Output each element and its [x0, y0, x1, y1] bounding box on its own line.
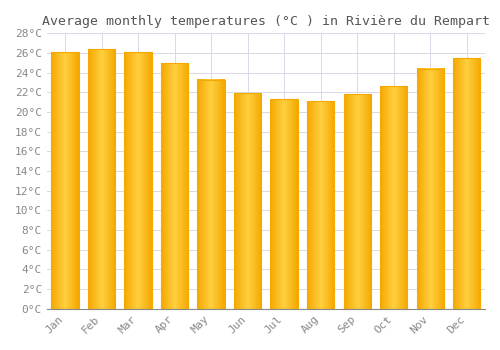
Bar: [453, 58, 480, 309]
Bar: [307, 101, 334, 309]
Bar: [161, 63, 188, 309]
Title: Average monthly temperatures (°C ) in Rivière du Rempart: Average monthly temperatures (°C ) in Ri…: [42, 15, 490, 28]
Bar: [198, 79, 225, 309]
Bar: [124, 52, 152, 309]
Bar: [52, 52, 79, 309]
Bar: [416, 69, 444, 309]
Bar: [344, 94, 371, 309]
Bar: [270, 99, 298, 309]
Bar: [88, 49, 116, 309]
Bar: [380, 86, 407, 309]
Bar: [234, 93, 262, 309]
